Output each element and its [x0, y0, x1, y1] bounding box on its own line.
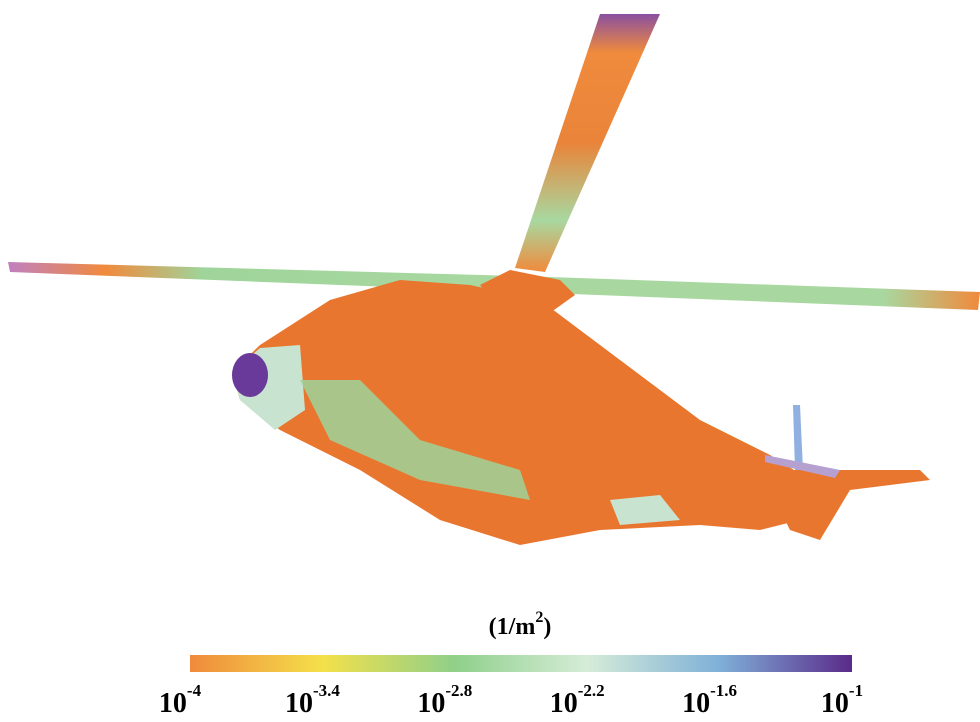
figure: (1/m2) 10-410-3.410-2.810-2.210-1.610-1	[0, 0, 980, 722]
tick-exponent: -3.4	[313, 681, 340, 700]
nose-tip	[232, 353, 268, 397]
tick-exponent: -1.6	[710, 681, 737, 700]
tick-label: 10-1	[821, 681, 863, 719]
tick-label: 10-2.2	[550, 681, 605, 719]
tick-base: 10	[550, 688, 578, 719]
tick-label: 10-3.4	[285, 681, 340, 719]
tick-exponent: -2.8	[445, 681, 472, 700]
tail-rotor	[793, 405, 803, 470]
tick-base: 10	[285, 688, 313, 719]
tick-label: 10-1.6	[682, 681, 737, 719]
tick-exponent: -4	[187, 681, 202, 700]
unit-exponent: 2	[535, 609, 543, 626]
tick-label: 10-2.8	[417, 681, 472, 719]
colorbar	[190, 655, 852, 672]
tick-exponent: -1	[849, 681, 863, 700]
tick-base: 10	[417, 688, 445, 719]
unit-text: (1/m	[489, 614, 536, 640]
unit-text: )	[543, 614, 551, 640]
tick-label: 10-4	[159, 681, 202, 719]
tick-base: 10	[821, 688, 849, 719]
tick-exponent: -2.2	[578, 681, 605, 700]
rotor-blade	[515, 14, 660, 272]
tick-base: 10	[682, 688, 710, 719]
colorbar-unit: (1/m2)	[489, 609, 552, 640]
tail-boom	[760, 470, 930, 540]
tick-base: 10	[159, 688, 187, 719]
helicopter	[8, 14, 980, 545]
